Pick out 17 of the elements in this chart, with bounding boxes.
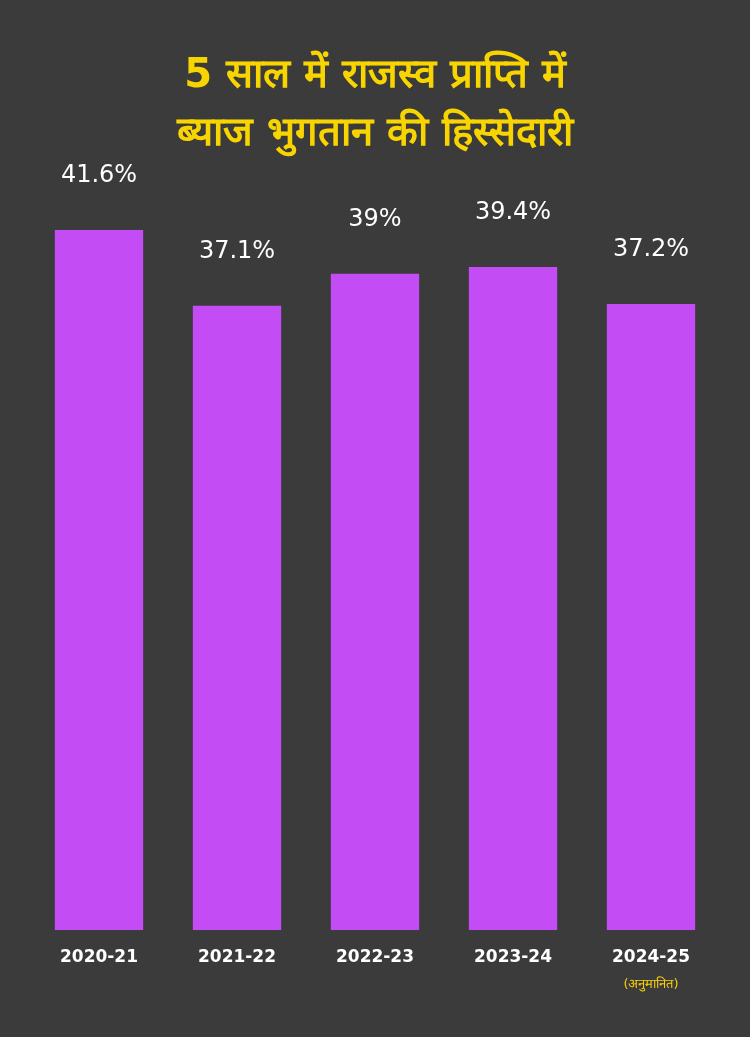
chart-title: 5 साल में राजस्व प्राप्ति में ब्याज भुगतान की हिस्सेदारी bbox=[176, 50, 575, 157]
x-tick-label: 2021-22 bbox=[197, 945, 277, 966]
data-label: 37.1% bbox=[198, 235, 276, 264]
bar bbox=[192, 305, 282, 930]
bar bbox=[606, 304, 696, 930]
data-label: 41.6% bbox=[60, 160, 138, 188]
bar bbox=[468, 267, 558, 930]
data-label: 39.4% bbox=[474, 197, 552, 226]
bar bbox=[54, 230, 144, 930]
data-label: 39% bbox=[348, 203, 402, 232]
bar bbox=[330, 273, 420, 930]
x-tick-label: 2023-24 bbox=[473, 945, 553, 966]
x-tick-label: 2022-23 bbox=[335, 945, 415, 966]
data-label: 37.2% bbox=[612, 234, 690, 263]
x-tick-label: 2024-25 bbox=[611, 945, 691, 966]
x-tick-label: 2020-21 bbox=[59, 945, 139, 966]
text: (अनुमानित) bbox=[623, 976, 679, 992]
